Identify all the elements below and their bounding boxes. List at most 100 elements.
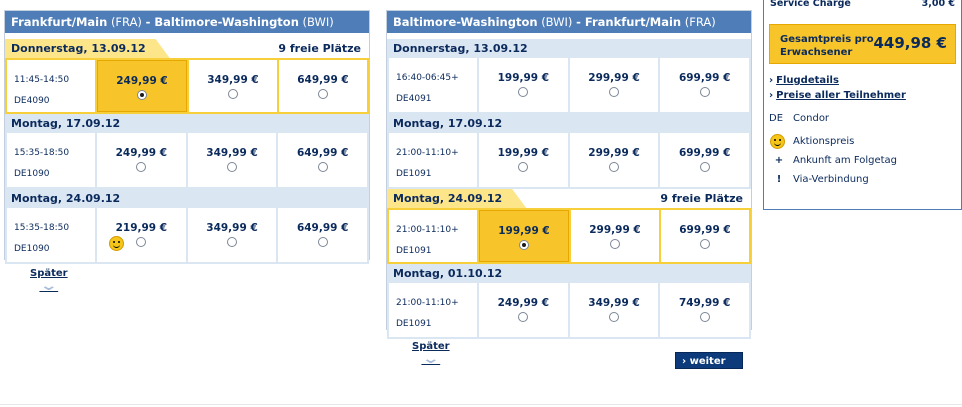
fare-radio[interactable]	[228, 89, 238, 99]
fare-radio[interactable]	[699, 87, 710, 97]
chevron-right-icon: ›	[682, 356, 687, 367]
price-summary-sidebar: Service Charge 3,00 € Gesamtpreis pro Er…	[763, 0, 962, 210]
day-date: Montag, 24.09.12	[11, 192, 121, 205]
legend-text: Ankunft am Folgetag	[793, 155, 898, 166]
outbound-flight-panel: Frankfurt/Main (FRA) - Baltimore-Washing…	[4, 10, 370, 264]
outbound-later-link[interactable]: Später ⌄	[30, 268, 68, 293]
chevron-right-icon: ›	[769, 75, 774, 86]
fare-option[interactable]: 199,99 €	[479, 58, 568, 112]
fare-option[interactable]: 649,99 €	[279, 60, 367, 112]
outbound-destination: Baltimore-Washington	[154, 15, 299, 29]
fare-radio[interactable]	[136, 162, 147, 172]
fare-option[interactable]: 249,99 €	[479, 283, 568, 337]
fare-radio[interactable]	[137, 90, 147, 100]
fare-radio[interactable]	[700, 239, 710, 249]
fare-price: 649,99 €	[296, 147, 349, 159]
return-destination-code: (FRA)	[684, 15, 716, 29]
return-flight-panel: Baltimore-Washington (BWI) - Frankfurt/M…	[386, 10, 752, 339]
flight-number: DE1091	[396, 246, 432, 256]
fare-price: 649,99 €	[297, 74, 349, 86]
smiley-icon	[770, 134, 785, 149]
outbound-day-header: Montag, 17.09.12	[5, 114, 369, 133]
chevron-down-icon: ⌄	[39, 278, 59, 294]
fare-radio[interactable]	[136, 237, 147, 247]
legend-promo: Aktionspreis	[764, 132, 961, 151]
fare-option[interactable]: 299,99 €	[569, 133, 659, 187]
fare-option[interactable]: 219,99 €	[97, 208, 186, 262]
fare-radio[interactable]	[518, 162, 529, 172]
airline-name: Condor	[793, 113, 830, 124]
flight-info: 21:00-11:10+ DE1091	[389, 283, 477, 337]
fare-option[interactable]: 349,99 €	[187, 208, 277, 262]
day-date: Montag, 17.09.12	[393, 117, 503, 130]
fare-radio[interactable]	[609, 162, 619, 172]
fare-option[interactable]: 249,99 €	[97, 60, 187, 112]
fare-option[interactable]: 349,99 €	[187, 133, 277, 187]
next-button[interactable]: › weiter	[675, 352, 743, 369]
fare-option[interactable]: 649,99 €	[278, 133, 368, 187]
fare-radio[interactable]	[317, 162, 328, 172]
fare-radio[interactable]	[519, 240, 529, 250]
fare-radio[interactable]	[518, 87, 529, 97]
link-label: Flugdetails	[776, 75, 839, 86]
flight-details-link[interactable]: › Flugdetails	[764, 73, 961, 88]
fare-radio[interactable]	[317, 237, 328, 247]
fare-option[interactable]: 699,99 €	[660, 133, 750, 187]
legend-next-day: + Ankunft am Folgetag	[764, 151, 961, 170]
flight-number: DE1090	[14, 244, 50, 254]
fare-option[interactable]: 349,99 €	[569, 283, 659, 337]
fare-radio[interactable]	[318, 89, 328, 99]
fare-price: 749,99 €	[678, 297, 731, 309]
flight-time: 21:00-11:10+	[396, 298, 459, 308]
flight-time: 16:40-06:45+	[396, 73, 459, 83]
fare-radio[interactable]	[518, 312, 529, 322]
flight-time: 15:35-18:50	[14, 223, 70, 233]
fare-option[interactable]: 199,99 €	[479, 210, 569, 262]
flight-row: 21:00-11:10+ DE1091 249,99 € 349,99 € 74…	[387, 283, 751, 339]
outbound-route-header: Frankfurt/Main (FRA) - Baltimore-Washing…	[5, 11, 369, 33]
fare-option[interactable]: 299,99 €	[571, 210, 659, 262]
outbound-day-header: Montag, 24.09.12	[5, 189, 369, 208]
fare-option[interactable]: 299,99 €	[569, 58, 659, 112]
fare-option[interactable]: 699,99 €	[660, 58, 750, 112]
fare-option[interactable]: 749,99 €	[660, 283, 750, 337]
fare-price: 219,99 €	[115, 222, 168, 234]
fare-price: 349,99 €	[588, 297, 640, 309]
legend-via: ! Via-Verbindung	[764, 170, 961, 189]
fare-radio[interactable]	[699, 312, 710, 322]
total-price-value: 449,98 €	[873, 34, 947, 52]
fare-price: 349,99 €	[207, 74, 259, 86]
fare-price: 349,99 €	[206, 147, 258, 159]
flight-time: 21:00-11:10+	[396, 148, 459, 158]
flight-number: DE1090	[14, 169, 50, 179]
fare-option[interactable]: 699,99 €	[661, 210, 749, 262]
smiley-icon	[109, 236, 124, 251]
outbound-destination-code: (BWI)	[302, 15, 334, 29]
fare-price: 249,99 €	[116, 75, 168, 87]
fare-price: 699,99 €	[678, 147, 731, 159]
return-later-link[interactable]: Später ⌄	[412, 341, 450, 366]
fare-radio[interactable]	[699, 162, 710, 172]
fare-price: 299,99 €	[588, 72, 640, 84]
fare-option[interactable]: 249,99 €	[97, 133, 186, 187]
seats-available: 9 freie Plätze	[278, 42, 361, 55]
fare-radio[interactable]	[610, 239, 620, 249]
flight-info: 21:00-11:10+ DE1091	[389, 133, 477, 187]
fare-price: 199,99 €	[497, 72, 550, 84]
flight-number: DE1091	[396, 169, 432, 179]
return-origin: Baltimore-Washington	[393, 15, 538, 29]
fare-option[interactable]: 349,99 €	[189, 60, 277, 112]
fare-price: 249,99 €	[497, 297, 550, 309]
fare-option[interactable]: 199,99 €	[479, 133, 568, 187]
flight-row: 21:00-11:10+ DE1091 199,99 € 299,99 € 69…	[387, 133, 751, 189]
link-label: Preise aller Teilnehmer	[776, 90, 906, 101]
fare-radio[interactable]	[609, 312, 619, 322]
fare-radio[interactable]	[227, 237, 237, 247]
flight-row: 15:35-18:50 DE1090 219,99 € 349,99 € 649…	[5, 208, 369, 264]
all-passenger-prices-link[interactable]: › Preise aller Teilnehmer	[764, 88, 961, 103]
fare-radio[interactable]	[609, 87, 619, 97]
fare-option[interactable]: 649,99 €	[278, 208, 368, 262]
legend-text: Aktionspreis	[793, 136, 855, 147]
fare-radio[interactable]	[227, 162, 237, 172]
service-charge-label: Service Charge	[770, 0, 851, 9]
